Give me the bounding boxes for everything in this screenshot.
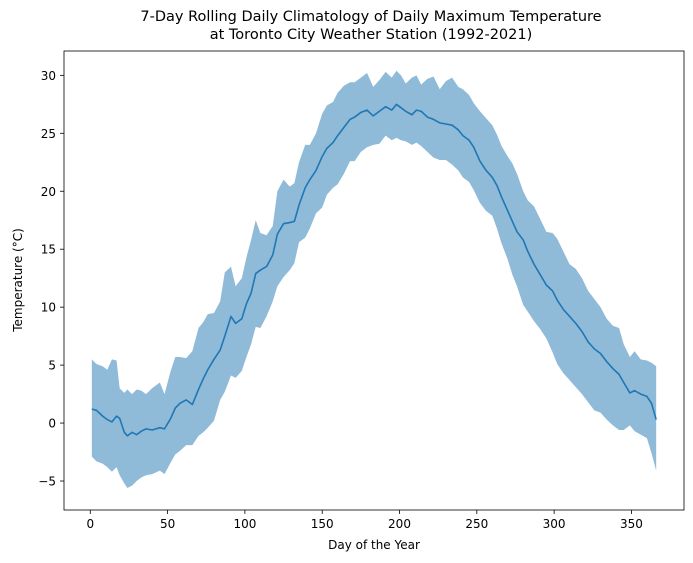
x-tick-label: 200: [388, 517, 411, 531]
x-tick-label: 100: [233, 517, 256, 531]
x-tick-label: 50: [160, 517, 175, 531]
y-tick-label: 10: [41, 301, 56, 315]
plot-area: [91, 70, 657, 488]
x-tick-label: 0: [86, 517, 94, 531]
y-tick-label: 15: [41, 243, 56, 257]
y-tick-label: 25: [41, 127, 56, 141]
y-axis-label: Temperature (°C): [11, 228, 25, 333]
x-tick-label: 300: [543, 517, 566, 531]
y-axis: −5 0 5 10 15 20 25 30: [38, 69, 64, 489]
y-tick-label: 30: [41, 69, 56, 83]
y-tick-label: 5: [48, 359, 56, 373]
y-tick-label: 0: [48, 417, 56, 431]
y-tick-label: 20: [41, 185, 56, 199]
chart-title-line2: at Toronto City Weather Station (1992-20…: [210, 27, 533, 43]
x-tick-label: 350: [620, 517, 643, 531]
chart-title-line1: 7-Day Rolling Daily Climatology of Daily…: [140, 9, 601, 25]
temperature-range-band: [91, 70, 657, 488]
x-axis-label: Day of the Year: [328, 538, 420, 552]
y-tick-label: −5: [38, 475, 56, 489]
axes-frame: [63, 50, 685, 511]
mean-temperature-line: [91, 103, 657, 437]
x-tick-label: 150: [311, 517, 334, 531]
x-tick-label: 250: [465, 517, 488, 531]
x-axis: 0 50 100 150 200 250 300 350: [86, 510, 643, 531]
